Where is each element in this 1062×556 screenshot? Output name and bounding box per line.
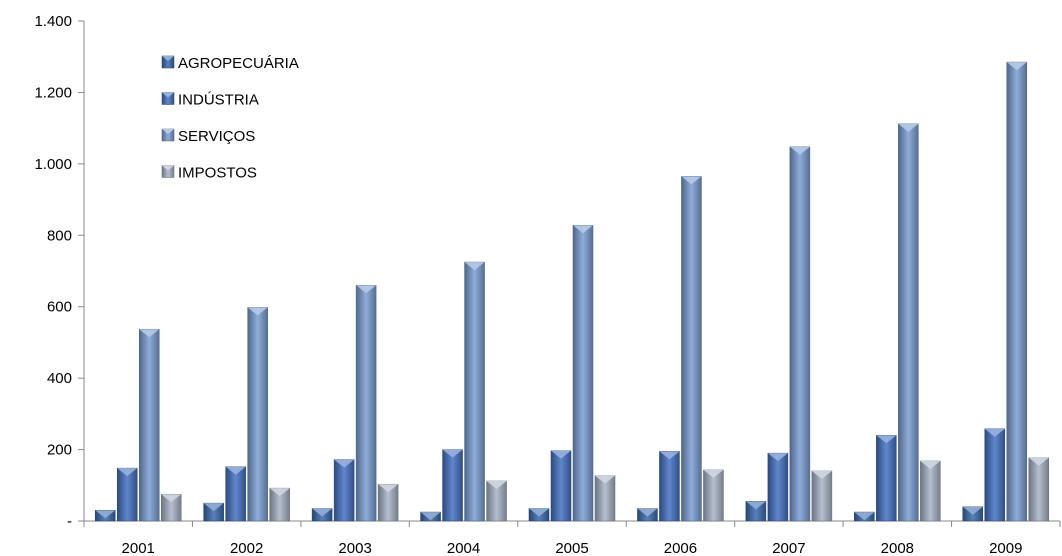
x-tick-label: 2009 xyxy=(989,540,1022,556)
bar-servicos-2004 xyxy=(464,261,485,522)
bar-servicos-2008 xyxy=(898,123,919,522)
bar-servicos-2001 xyxy=(138,328,160,522)
bar-cap xyxy=(529,508,549,517)
bar-cap xyxy=(854,512,875,521)
bar-cap xyxy=(637,508,658,517)
bar-cap xyxy=(464,262,485,271)
bars xyxy=(94,61,1050,522)
bar-industria-2004 xyxy=(442,449,463,522)
bar-cap xyxy=(962,506,983,515)
bar-cap xyxy=(334,459,355,468)
bar-cap xyxy=(225,466,246,475)
bar-servicos-2005 xyxy=(572,225,594,522)
x-tick-label: 2008 xyxy=(881,540,914,556)
x-tick-label: 2003 xyxy=(338,540,371,556)
bar-industria-2002 xyxy=(225,466,246,522)
bar-impostos-2009 xyxy=(1028,457,1050,522)
x-tick-label: 2007 xyxy=(772,540,805,556)
bar-industria-2008 xyxy=(876,435,897,522)
bar-cap xyxy=(573,225,593,234)
bar-industria-2003 xyxy=(333,459,355,522)
y-tick-label: 1.000 xyxy=(34,156,72,173)
x-tick-label: 2004 xyxy=(447,540,480,556)
bar-cap xyxy=(789,146,810,155)
bar-industria-2009 xyxy=(984,428,1006,522)
x-tick-label: 2005 xyxy=(555,540,588,556)
bar-cap xyxy=(1028,457,1049,466)
bar-cap xyxy=(442,449,463,458)
y-tick-label: 1.200 xyxy=(34,84,72,101)
y-tick-label: 800 xyxy=(47,227,72,244)
bar-cap xyxy=(117,468,138,477)
x-tick-label: 2002 xyxy=(230,540,263,556)
bar-cap xyxy=(161,494,182,503)
axes xyxy=(83,21,1060,522)
bar-cap xyxy=(312,508,333,517)
bar-cap xyxy=(984,428,1005,437)
bar-cap xyxy=(420,512,441,521)
bar-cap xyxy=(876,435,897,444)
bar-servicos-2007 xyxy=(789,146,811,522)
x-tick-label: 2006 xyxy=(664,540,697,556)
y-tick-label: 1.400 xyxy=(34,13,72,30)
bar-cap xyxy=(703,469,724,478)
bar-cap xyxy=(247,307,268,316)
legend-label: SERVIÇOS xyxy=(178,128,255,145)
bar-cap xyxy=(356,285,377,294)
bar-servicos-2006 xyxy=(681,176,702,522)
bar-cap xyxy=(767,453,788,462)
bar-cap xyxy=(898,123,919,132)
y-tick-label: 400 xyxy=(47,370,72,387)
bar-servicos-2003 xyxy=(355,285,377,522)
bar-cap xyxy=(920,461,941,469)
bar-cap xyxy=(551,450,571,459)
legend-swatch-cap xyxy=(162,92,174,98)
legend-label: AGROPECUÁRIA xyxy=(178,55,299,72)
bar-industria-2005 xyxy=(550,450,572,522)
bar-cap xyxy=(378,484,399,493)
legend: AGROPECUÁRIA INDÚSTRIA SERVIÇOS IMPOSTOS xyxy=(161,55,299,182)
bar-cap xyxy=(139,329,160,338)
y-tick-label: - xyxy=(67,513,72,530)
bar-cap xyxy=(745,501,766,510)
bar-cap xyxy=(486,481,507,489)
y-tick-label: 600 xyxy=(47,299,72,316)
legend-swatch-cap xyxy=(162,165,174,171)
bar-industria-2007 xyxy=(767,452,789,522)
bar-cap xyxy=(659,451,680,460)
bar-cap xyxy=(595,475,615,484)
y-tick-label: 200 xyxy=(47,442,72,459)
bar-servicos-2009 xyxy=(1006,61,1028,522)
y-axis-ticks: - 200 400 600 800 1.000 1.200 1.400 xyxy=(34,13,84,530)
bar-impostos-2008 xyxy=(920,460,941,522)
legend-swatch-cap xyxy=(162,129,174,134)
bar-cap xyxy=(681,176,702,185)
bar-cap xyxy=(269,488,290,497)
bar-cap xyxy=(95,510,116,519)
bar-cap xyxy=(811,471,832,479)
x-axis-ticks: 2001 2002 2003 2004 2005 2006 2007 2008 2009 xyxy=(83,521,1061,556)
x-tick-label: 2001 xyxy=(122,540,155,556)
legend-label: INDÚSTRIA xyxy=(178,92,259,109)
legend-label: IMPOSTOS xyxy=(178,165,257,182)
bar-servicos-2002 xyxy=(247,307,268,522)
bar-industria-2006 xyxy=(659,451,680,522)
legend-swatch-cap xyxy=(162,56,174,61)
bar-cap xyxy=(1006,62,1027,71)
bar-cap xyxy=(203,503,224,512)
